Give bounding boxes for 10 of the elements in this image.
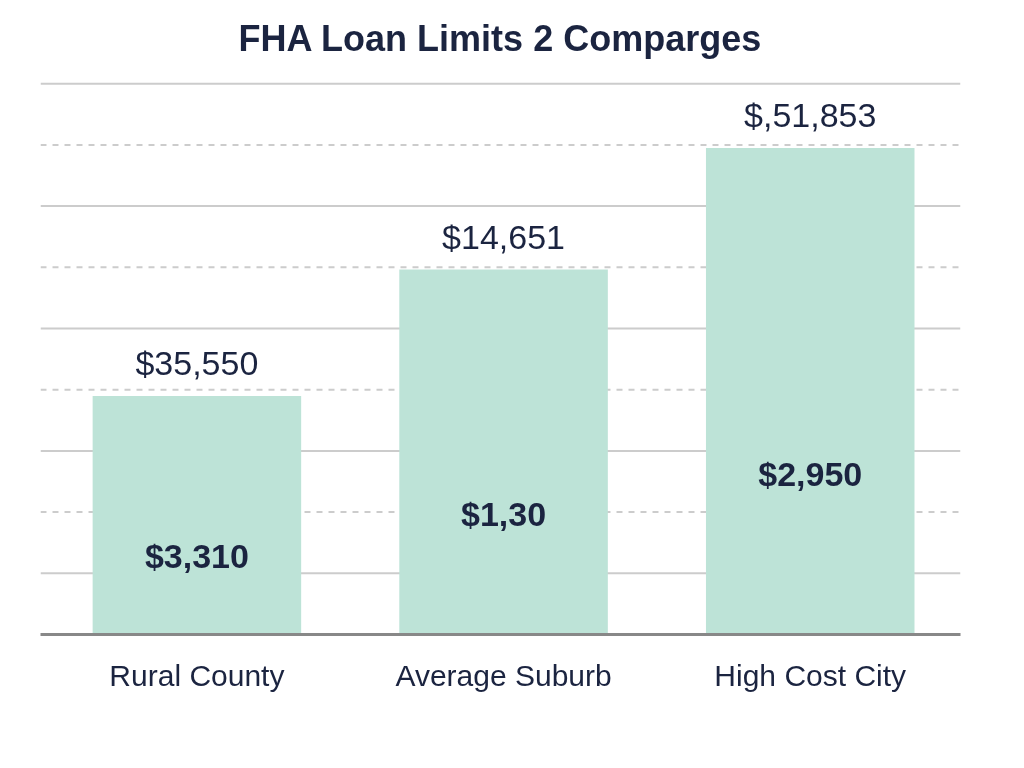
chart-title: FHA Loan Limits 2 Comparges [238, 17, 762, 59]
annotation: $2,950 [758, 454, 863, 493]
annotation: $1,30 [461, 495, 547, 534]
x-tick-label: High Cost City [714, 658, 907, 692]
text: $,51,853 [744, 95, 877, 134]
annotation: $14,651 [442, 217, 566, 256]
x-tick-label: Rural County [109, 658, 285, 692]
annotation: $35,550 [135, 344, 259, 383]
annotation: $3,310 [144, 536, 249, 575]
x-tick-label: Average Suburb [395, 658, 612, 692]
